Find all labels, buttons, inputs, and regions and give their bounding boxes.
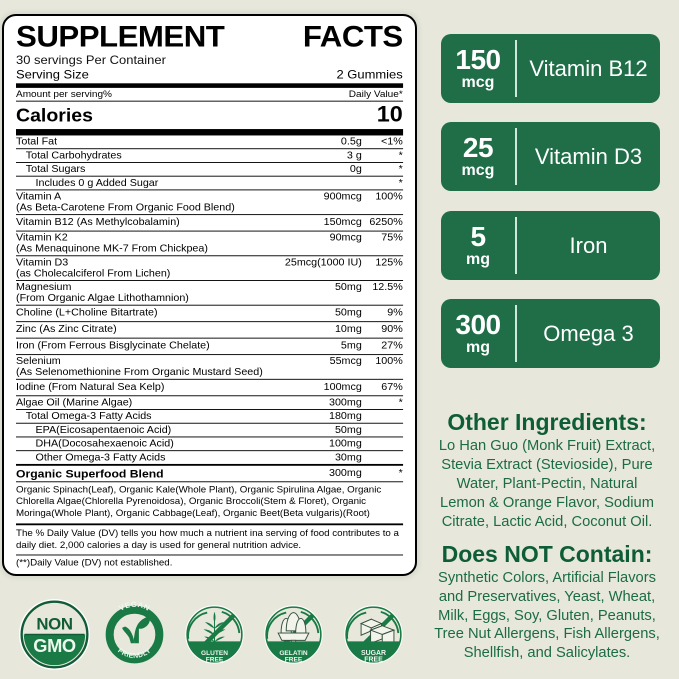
svg-text:GMO: GMO: [33, 635, 76, 656]
svg-text:FREE: FREE: [364, 657, 383, 664]
svg-text:NON: NON: [36, 614, 72, 633]
svg-text:FREE: FREE: [285, 657, 303, 664]
svg-text:FREE: FREE: [205, 657, 223, 664]
